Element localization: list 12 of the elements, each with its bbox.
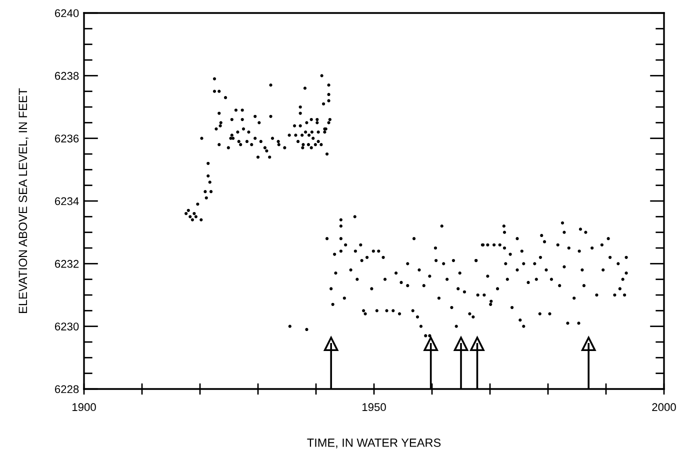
y-axis-title: ELEVATION ABOVE SEA LEVEL, IN FEET (18, 88, 28, 313)
x-axis-title: TIME, IN WATER YEARS (307, 438, 441, 448)
y-tick-label: 6234 (54, 197, 79, 206)
y-tick-label: 6230 (54, 322, 79, 330)
x-tick-label: 1950 (362, 403, 386, 412)
y-tick-label: 6232 (54, 260, 79, 268)
y-tick-label: 6228 (54, 385, 79, 394)
x-tick-label: 1900 (72, 403, 96, 412)
y-tick-label: 6240 (54, 9, 79, 18)
x-tick-label: 2000 (652, 403, 676, 412)
y-tick-label: 6236 (54, 134, 79, 142)
y-tick-label: 6238 (54, 72, 79, 80)
